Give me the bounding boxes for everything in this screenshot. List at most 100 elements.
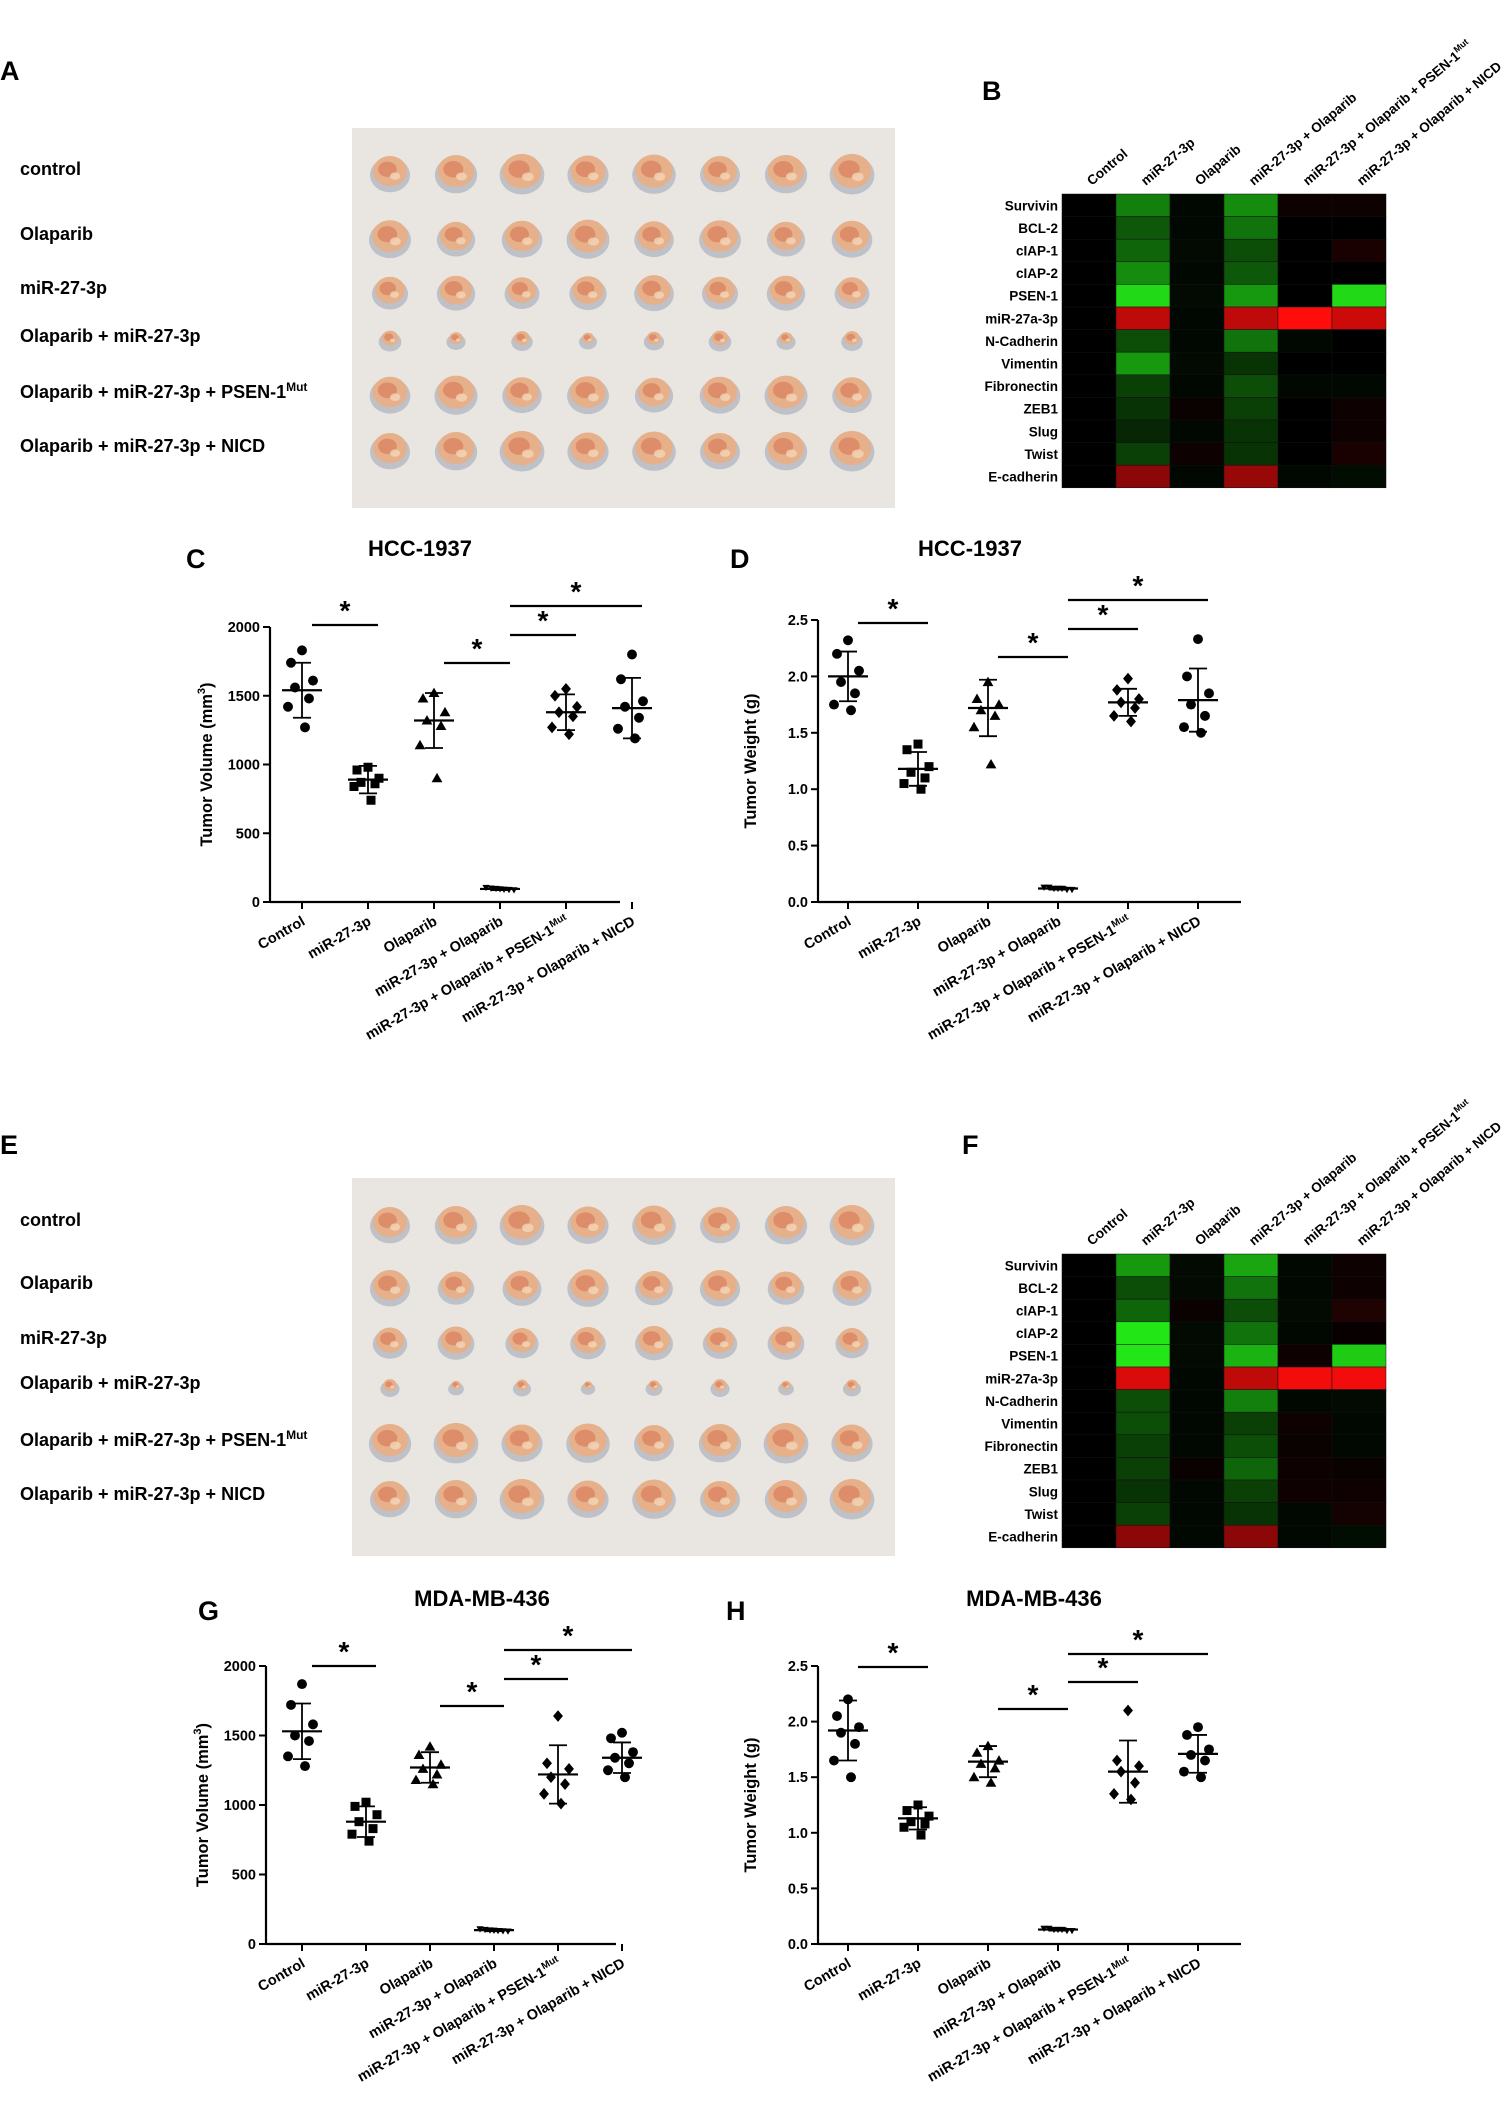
heat-cell (1277, 1344, 1333, 1368)
y-tick-label: 0.0 (788, 1937, 808, 1953)
heat-row-label: cIAP-1 (1016, 1303, 1059, 1318)
panel-letter-c: C (186, 544, 206, 574)
heat-cell (1223, 1389, 1279, 1413)
heat-cell (1277, 238, 1333, 263)
x-tick-label: miR-27-3p (855, 1956, 924, 2005)
data-point (421, 715, 433, 725)
significance-star: * (571, 576, 582, 607)
data-point (424, 1741, 436, 1751)
heat-cell (1169, 1253, 1225, 1277)
heat-cell (1169, 1389, 1225, 1413)
data-point (968, 1771, 980, 1782)
heat-cell (1061, 1321, 1117, 1345)
heat-cell (1169, 216, 1225, 240)
data-point (290, 1730, 300, 1741)
data-point (993, 699, 1005, 709)
data-point (1112, 1754, 1122, 1767)
y-axis-label: Tumor Volume (mm3) (192, 1723, 212, 1887)
data-point (971, 1747, 983, 1757)
heat-cell (1115, 1253, 1171, 1277)
data-point (1179, 722, 1189, 733)
heat-cell (1169, 374, 1225, 398)
heat-row-label: BCL-2 (1018, 221, 1058, 236)
heat-row-label: cIAP-2 (1016, 266, 1058, 281)
heat-cell (1061, 1366, 1117, 1390)
data-point (1123, 672, 1133, 685)
data-point (1204, 1744, 1214, 1755)
heat-cell (1061, 442, 1117, 466)
data-point (352, 765, 362, 775)
data-point (924, 1811, 934, 1821)
data-point (560, 1778, 570, 1790)
scatter-weight-mda: MDA-MB-436 0.0 0.5 1.0 1.5 2.0 2.5 Tumor Weight… (742, 1586, 1241, 2086)
heat-cell (1169, 238, 1225, 263)
data-point (630, 733, 640, 744)
photo-row-label: Olaparib + miR-27-3p + PSEN-1Mut (20, 1428, 308, 1450)
heat-cell (1331, 1434, 1387, 1458)
photo-row-label: Olaparib + miR-27-3p + PSEN-1Mut (20, 380, 308, 402)
heat-col-label: miR-27-3p (1138, 135, 1198, 188)
heat-cell (1169, 1457, 1225, 1481)
heat-cell (1169, 1366, 1225, 1390)
heat-cell (1061, 306, 1117, 330)
data-point (410, 1774, 422, 1785)
heat-cell (1277, 442, 1333, 466)
y-tick-label: 500 (232, 1868, 256, 1884)
heat-cell (1115, 397, 1171, 421)
heat-cell (1061, 193, 1117, 217)
data-point (606, 1733, 616, 1744)
data-point (906, 1817, 916, 1827)
panel-letter-a: A (0, 56, 20, 86)
heat-cell (1061, 1502, 1117, 1526)
x-tick-label: Control (801, 1956, 854, 1996)
data-point (899, 1822, 909, 1832)
heat-cell (1223, 442, 1279, 466)
x-tick-label: Control (801, 914, 854, 954)
heat-row-label: Slug (1029, 424, 1058, 439)
heat-cell (1115, 1457, 1171, 1481)
chart-title: MDA-MB-436 (966, 1586, 1102, 1611)
data-point (500, 886, 508, 893)
heat-cell (1169, 1479, 1225, 1503)
y-tick-label: 0 (252, 895, 260, 911)
data-point (300, 1761, 310, 1772)
heat-cell (1169, 1344, 1225, 1368)
heat-cell (1331, 374, 1387, 398)
data-point (431, 1769, 443, 1779)
data-point (1134, 1760, 1144, 1772)
data-point (913, 739, 923, 749)
heat-cell (1115, 374, 1171, 398)
heat-row-label: Twist (1025, 447, 1059, 462)
data-point (843, 635, 853, 646)
data-point (413, 1749, 425, 1760)
significance-star: * (888, 593, 899, 624)
data-point (982, 1740, 994, 1751)
heat-cell (1277, 351, 1333, 376)
data-point (1126, 1793, 1136, 1806)
heat-cell (1115, 1298, 1171, 1323)
heat-cell (1169, 1298, 1225, 1323)
data-point (297, 645, 307, 656)
data-point (349, 782, 359, 791)
data-point (542, 1757, 552, 1770)
photo-row-label: Olaparib (20, 224, 94, 244)
heat-cell (1115, 193, 1171, 217)
heat-cell (1277, 1479, 1333, 1503)
heat-cell (1277, 1389, 1333, 1413)
heat-col-label: Olaparib (1192, 1202, 1244, 1249)
heat-cell (1061, 351, 1117, 376)
heat-cell (1115, 284, 1171, 308)
photo-row-label: miR-27-3p (20, 278, 108, 298)
heat-cell (1331, 397, 1387, 421)
panel-letter-b: B (982, 76, 1002, 106)
heat-cell (1169, 1502, 1225, 1526)
heat-col-label: Control (1084, 146, 1130, 188)
data-point (283, 701, 293, 712)
heat-cell (1115, 419, 1171, 443)
heat-cell (1277, 1321, 1333, 1345)
heat-cell (1277, 1366, 1333, 1390)
data-point (510, 887, 518, 894)
data-point (556, 1797, 566, 1810)
heat-cell (1061, 284, 1117, 308)
data-point (553, 1710, 563, 1722)
